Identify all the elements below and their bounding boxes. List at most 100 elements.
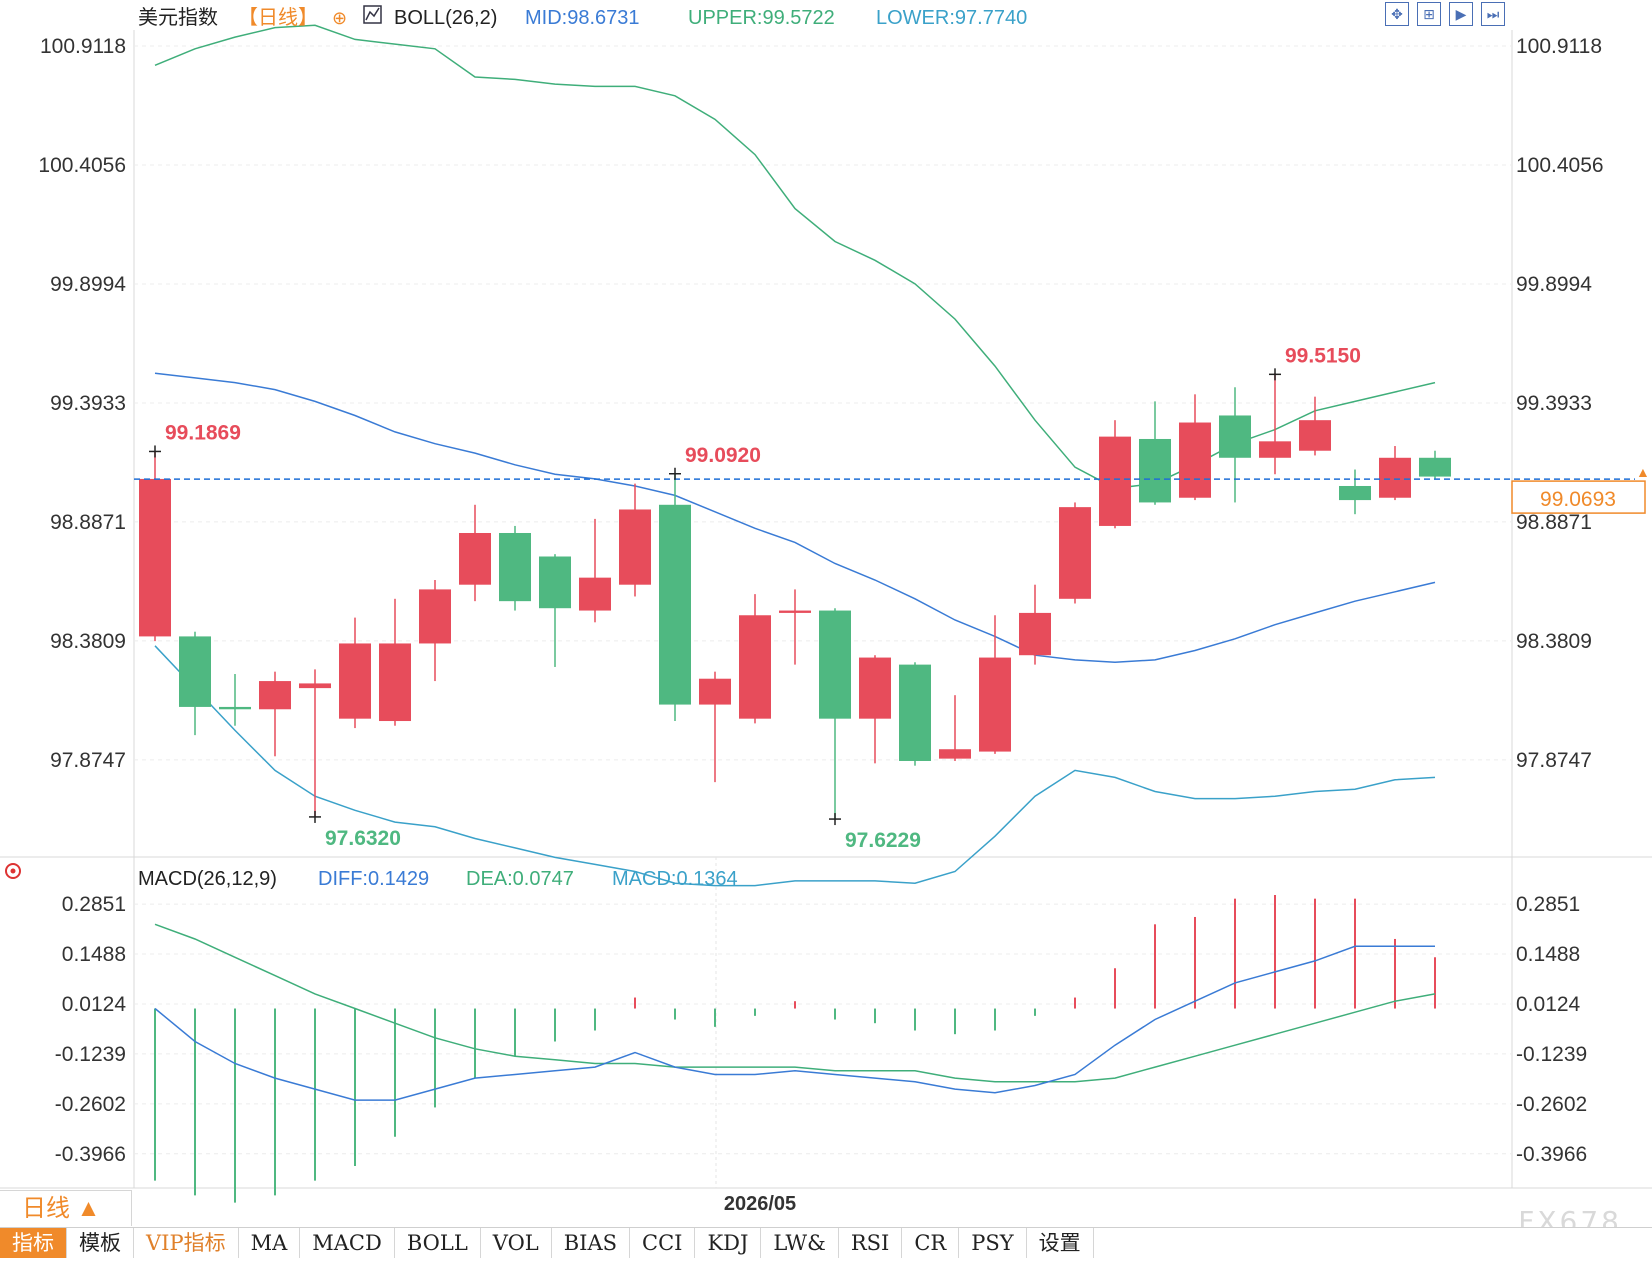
settings-gear-icon[interactable] xyxy=(5,863,21,879)
candle xyxy=(299,669,331,818)
symbol-title: 美元指数 xyxy=(138,6,218,29)
tab-2[interactable]: VIP指标 xyxy=(134,1228,239,1258)
macd-tick-left: 0.2851 xyxy=(62,893,126,916)
candle-body xyxy=(1019,612,1051,656)
macd-label: MACD(26,12,9) xyxy=(138,868,277,890)
price-tick-right: 100.4056 xyxy=(1516,154,1604,177)
period-button[interactable]: 日线 ▲ xyxy=(0,1190,132,1226)
grid: 100.9118 100.9118 100.4056 100.4056 99.8994 9… xyxy=(0,30,1652,1189)
candle xyxy=(1379,446,1411,501)
candle xyxy=(859,655,891,764)
macd-tick-left: -0.1239 xyxy=(55,1043,126,1066)
candle xyxy=(1139,401,1171,505)
tab-6[interactable]: VOL xyxy=(481,1228,552,1258)
candle xyxy=(1419,450,1451,479)
candle-body xyxy=(859,657,891,719)
macd-tick-left: 0.0124 xyxy=(62,993,127,1016)
price-tick-left: 97.8747 xyxy=(50,749,126,772)
date-axis-label: 2026/05 xyxy=(724,1193,796,1215)
price-tick-left: 99.8994 xyxy=(50,273,126,296)
boll-label: BOLL(26,2) xyxy=(394,7,497,29)
candle-body xyxy=(339,643,371,719)
candle-body xyxy=(1339,485,1371,501)
candle xyxy=(539,554,571,667)
tab-7[interactable]: BIAS xyxy=(552,1228,631,1258)
candle-body xyxy=(179,636,211,707)
macd-tick-right: -0.1239 xyxy=(1516,1043,1587,1066)
macd-tick-left: -0.3966 xyxy=(55,1143,126,1166)
candle xyxy=(379,598,411,726)
tab-11[interactable]: RSI xyxy=(839,1228,903,1258)
candle-body xyxy=(1139,438,1171,503)
macd-tick-right: -0.3966 xyxy=(1516,1143,1587,1166)
boll-lower-line xyxy=(154,645,1436,887)
candle-body xyxy=(259,681,291,710)
boll-mid-value: MID:98.6731 xyxy=(525,7,640,29)
play-icon[interactable]: ▶ xyxy=(1449,2,1473,26)
candle xyxy=(419,580,451,682)
candle xyxy=(339,617,371,729)
tab-8[interactable]: CCI xyxy=(630,1228,696,1258)
candle xyxy=(1259,373,1291,475)
price-tick-left: 98.3809 xyxy=(50,630,126,653)
macd-macd-value: MACD:0.1364 xyxy=(612,868,738,890)
candle xyxy=(1059,502,1091,604)
candle xyxy=(179,631,211,736)
macd-tick-left: -0.2602 xyxy=(55,1093,126,1116)
candle xyxy=(979,615,1011,754)
candle-body xyxy=(579,577,611,611)
tab-12[interactable]: CR xyxy=(902,1228,960,1258)
candle xyxy=(259,671,291,757)
price-tick-left: 99.3933 xyxy=(50,392,126,415)
tab-14[interactable]: 设置 xyxy=(1027,1228,1094,1258)
tab-0[interactable]: 指标 xyxy=(0,1228,67,1258)
candle xyxy=(1299,396,1331,456)
candle-body xyxy=(899,664,931,761)
fast-forward-icon[interactable]: ⏭ xyxy=(1481,2,1505,26)
candle xyxy=(1099,420,1131,529)
candle-body xyxy=(1379,457,1411,498)
candle-body xyxy=(459,532,491,585)
candle xyxy=(1019,584,1051,665)
macd-panel[interactable] xyxy=(154,895,1436,1203)
tab-1[interactable]: 模板 xyxy=(67,1228,134,1258)
current-price-box xyxy=(1511,480,1646,514)
candle-body xyxy=(299,683,331,689)
macd-tick-right: -0.2602 xyxy=(1516,1093,1587,1116)
candle-body xyxy=(1099,436,1131,526)
candle-body xyxy=(779,610,811,613)
extreme-label: 99.0920 xyxy=(685,444,761,467)
tab-5[interactable]: BOLL xyxy=(395,1228,481,1258)
boll-lower-value: LOWER:97.7740 xyxy=(876,7,1027,29)
tab-10[interactable]: LW& xyxy=(761,1228,839,1258)
extreme-label: 99.1869 xyxy=(165,421,241,444)
price-arrow-icon: ▲ xyxy=(1636,464,1650,480)
candlestick-panel[interactable]: 99.0693 ▲ 99.1869 97.6320 99.0920 97.6229 99.5… xyxy=(134,24,1650,887)
candle-body xyxy=(819,610,851,719)
price-tick-right: 99.8994 xyxy=(1516,273,1592,296)
tab-9[interactable]: KDJ xyxy=(695,1228,762,1258)
bar-chart-icon[interactable]: ⊞ xyxy=(1417,2,1441,26)
candle xyxy=(779,589,811,665)
extreme-label: 97.6229 xyxy=(845,829,921,852)
candle-body xyxy=(139,478,171,637)
tab-3[interactable]: MA xyxy=(239,1228,301,1258)
candle xyxy=(739,594,771,724)
extreme-label: 99.5150 xyxy=(1285,344,1361,367)
tab-13[interactable]: PSY xyxy=(959,1228,1027,1258)
crosshair-icon[interactable]: ✥ xyxy=(1385,2,1409,26)
candle-body xyxy=(699,678,731,705)
candle-body xyxy=(539,556,571,609)
tab-4[interactable]: MACD xyxy=(300,1228,395,1258)
macd-header: MACD(26,12,9) DIFF:0.1429 DEA:0.0747 MAC… xyxy=(5,863,738,890)
candle xyxy=(619,483,651,597)
candle xyxy=(459,504,491,602)
candle-body xyxy=(379,643,411,722)
price-tick-left: 98.8871 xyxy=(50,511,126,534)
macd-tick-right: 0.1488 xyxy=(1516,943,1580,966)
period-tag-icon: ⊕ xyxy=(332,8,347,28)
boll-mid-line xyxy=(154,372,1436,664)
price-tick-left: 100.9118 xyxy=(40,35,126,58)
